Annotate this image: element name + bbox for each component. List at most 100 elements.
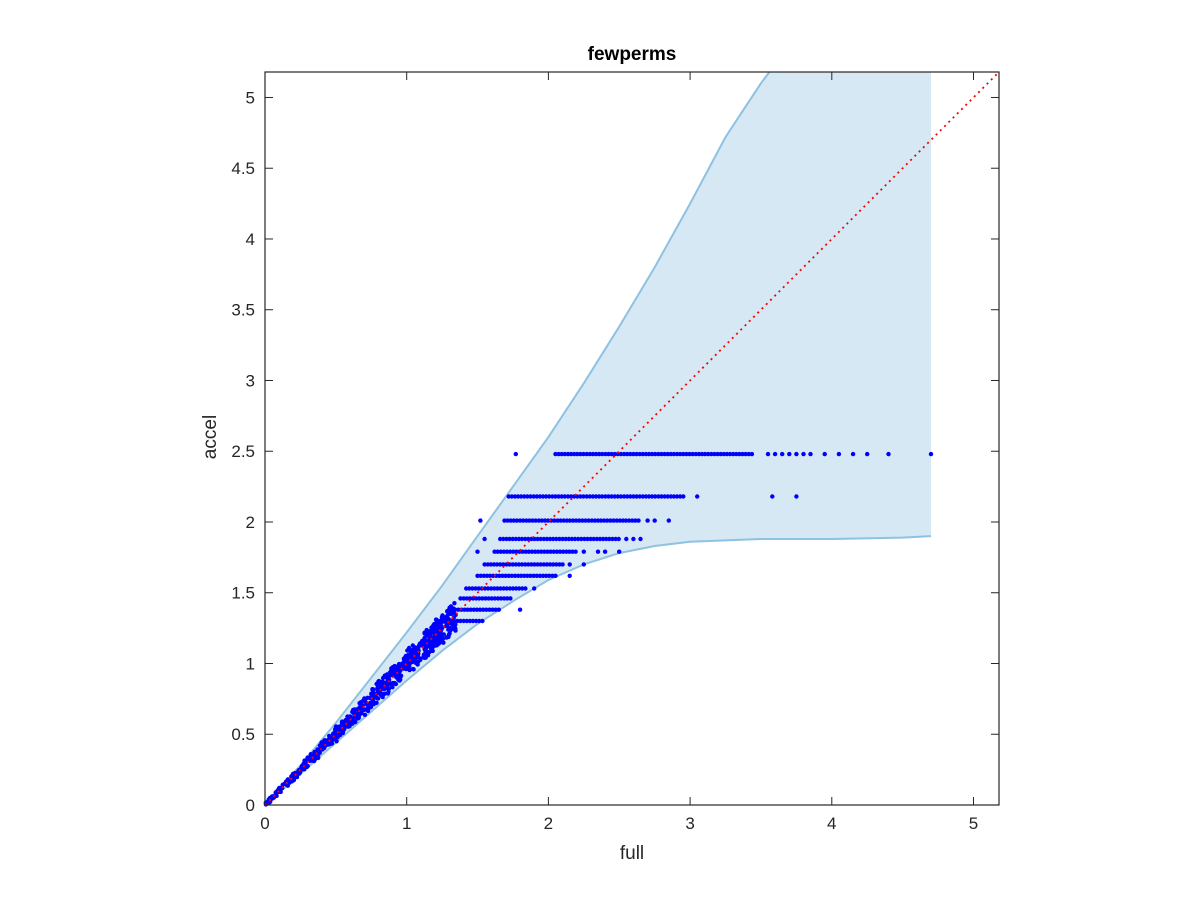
data-point [702,451,708,457]
data-point [534,494,539,499]
data-point [550,573,555,578]
data-point [523,536,528,542]
data-point [473,618,479,624]
data-point [593,494,599,499]
data-point [287,780,292,785]
data-point [621,451,627,457]
data-point [621,494,627,499]
data-point [516,536,522,542]
data-point [770,494,775,499]
data-point [452,601,457,606]
data-point [473,596,479,601]
data-point [563,536,568,542]
data-point [528,494,533,499]
data-point [554,549,560,554]
data-point [490,607,495,612]
x-tick-label: 1 [402,814,411,833]
data-point [600,451,605,457]
data-point [436,621,441,626]
data-point [441,632,446,637]
data-point [618,451,624,457]
data-point [577,518,582,523]
y-tick-label: 4.5 [231,159,255,178]
data-point [551,536,556,542]
data-point [553,494,558,499]
data-point [555,518,560,523]
data-point [602,518,607,523]
data-point [528,573,533,578]
data-point [539,549,544,554]
data-point [568,494,574,499]
data-point [529,549,535,554]
data-point [560,549,566,554]
data-point [552,518,557,523]
data-point [505,518,510,523]
data-point [715,451,720,457]
data-point [501,586,506,591]
data-point [570,549,575,554]
data-point [567,549,572,554]
data-point [928,451,934,457]
data-point [595,518,601,523]
data-point [597,536,603,542]
data-point [643,451,649,457]
data-point [428,628,434,633]
data-point [515,494,521,499]
data-point [592,518,598,523]
data-point [522,494,527,499]
data-point [498,586,503,591]
data-point [631,536,636,542]
data-point [567,518,573,523]
data-point [527,518,532,523]
data-point [640,451,645,457]
data-point [475,549,480,554]
data-point [666,518,671,523]
data-point [780,451,785,457]
data-point [385,682,391,687]
data-point [445,609,450,614]
data-point [587,494,592,499]
data-point [560,536,565,542]
data-point [794,451,799,457]
data-point [458,596,463,601]
data-point [498,536,503,542]
data-point [540,573,546,578]
data-point [570,518,576,523]
data-point [519,536,525,542]
data-point [578,451,583,457]
data-point [473,586,478,591]
band-fill [265,72,931,805]
data-point [307,755,312,760]
data-point [706,451,711,457]
data-point [486,596,491,601]
data-point [731,451,736,457]
data-point [649,451,655,457]
data-point [583,518,588,523]
data-point [569,536,575,542]
data-point [498,596,504,601]
data-point [492,596,497,601]
data-point [380,679,386,685]
data-point [637,451,642,457]
data-point [374,681,379,687]
data-point [350,716,355,722]
data-point [382,674,387,679]
data-point [362,707,367,712]
data-point [437,626,443,631]
data-point [504,536,509,542]
data-point [674,494,680,499]
data-point [520,586,525,591]
data-point [678,451,683,457]
data-point [620,518,626,523]
data-point [513,562,518,567]
y-tick-label: 2.5 [231,442,255,461]
data-point [478,518,483,523]
data-point [386,686,392,691]
data-point [402,655,408,660]
data-point [297,771,302,776]
data-point [533,518,538,523]
data-point [631,494,636,499]
data-point [523,562,528,567]
data-point [391,671,396,676]
data-point [477,596,482,601]
